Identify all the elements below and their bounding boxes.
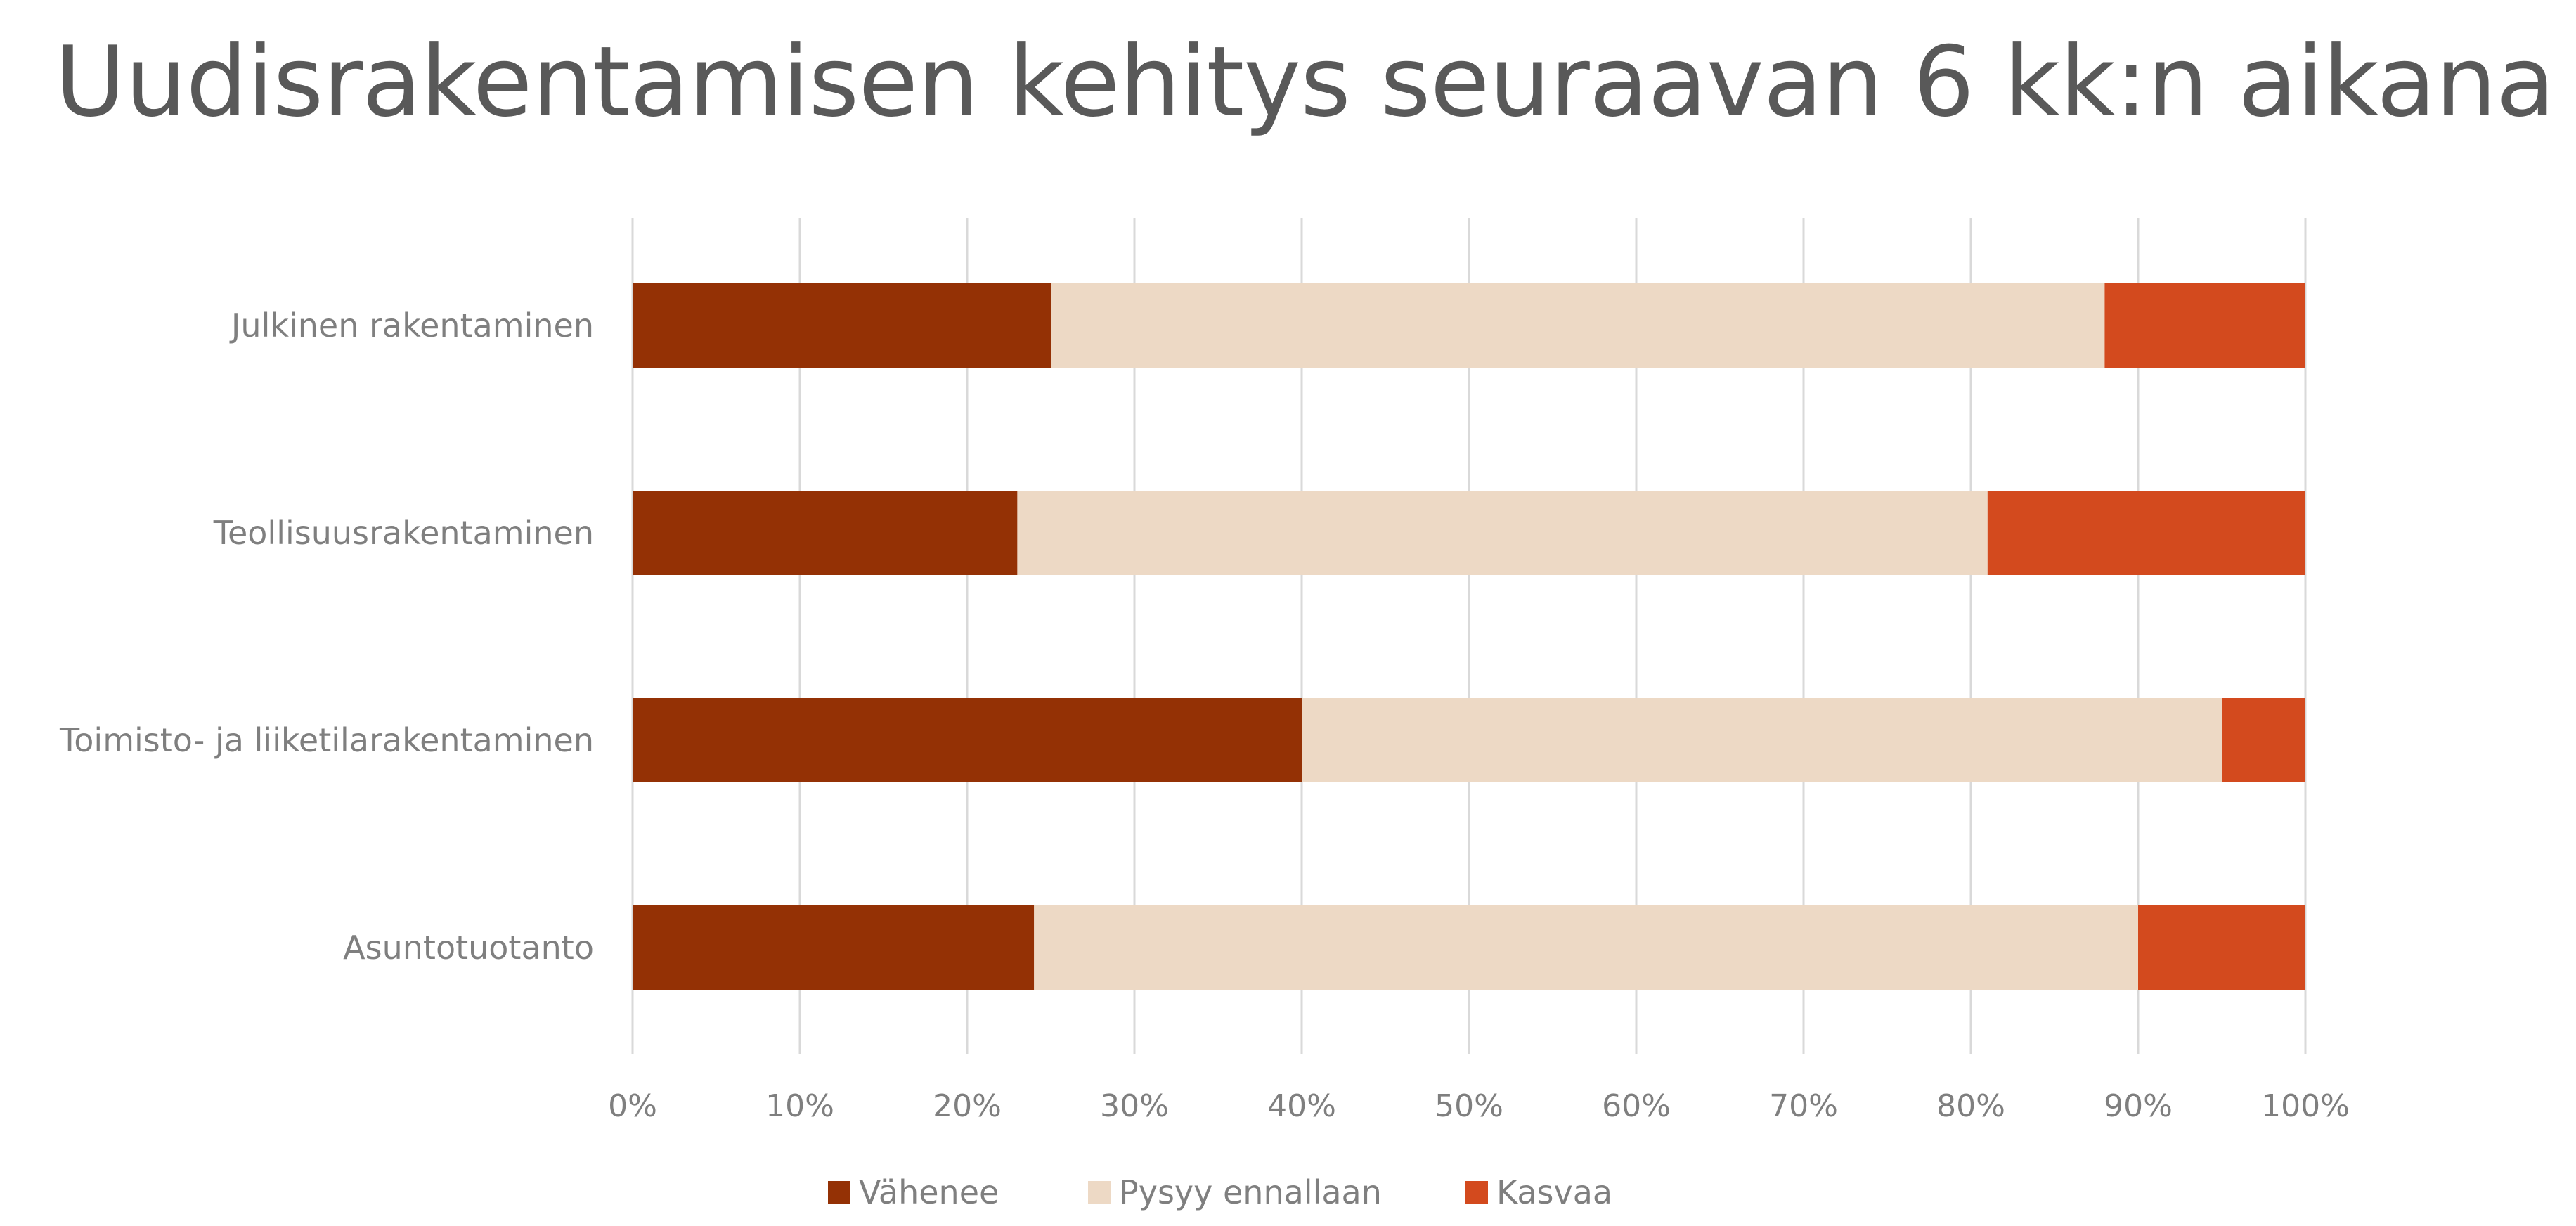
bars [633,283,2305,990]
category-label: Teollisuusrakentaminen [213,514,594,552]
bar-kasvaa-2 [2222,698,2305,782]
category-label: Toimisto- ja liiketilarakentaminen [59,721,594,759]
bar-vähenee-2 [633,698,1302,782]
legend-swatch [828,1181,850,1204]
bar-pysyy-ennallaan-2 [1302,698,2222,782]
bar-kasvaa-1 [1987,491,2305,575]
x-tick-label: 30% [1100,1088,1169,1124]
x-tick-label: 90% [2104,1088,2173,1124]
legend-swatch [1088,1181,1111,1204]
legend-label: Pysyy ennallaan [1119,1173,1382,1211]
x-tick-label: 70% [1769,1088,1838,1124]
bar-vähenee-3 [633,905,1035,990]
legend-label: Kasvaa [1496,1173,1612,1211]
x-tick-labels: 0% 10% 20% 30% 40% 50% 60% 70% 80% 90% 100% [608,1088,2350,1124]
x-tick-label: 0% [608,1088,657,1124]
bar-vähenee-0 [633,283,1051,368]
bar-vähenee-1 [633,491,1018,575]
chart-title: Uudisrakentamisen kehitys seuraavan 6 kk… [55,25,2556,138]
bar-kasvaa-0 [2104,283,2305,368]
bar-pysyy-ennallaan-0 [1051,283,2105,368]
bar-pysyy-ennallaan-3 [1034,905,2138,990]
x-tick-label: 10% [765,1088,834,1124]
x-tick-label: 60% [1602,1088,1671,1124]
category-label: Julkinen rakentaminen [229,306,594,344]
legend-swatch [1465,1181,1488,1204]
x-tick-label: 50% [1435,1088,1503,1124]
x-tick-label: 40% [1267,1088,1336,1124]
legend: Vähenee Pysyy ennallaan Kasvaa [828,1173,1612,1211]
category-label: Asuntotuotanto [343,929,594,967]
legend-label: Vähenee [859,1173,999,1211]
x-tick-label: 20% [933,1088,1002,1124]
category-labels: Julkinen rakentaminen Teollisuusrakentami… [59,306,594,967]
x-tick-label: 80% [1936,1088,2005,1124]
x-tick-label: 100% [2261,1088,2350,1124]
bar-kasvaa-3 [2138,905,2305,990]
bar-pysyy-ennallaan-1 [1017,491,1988,575]
